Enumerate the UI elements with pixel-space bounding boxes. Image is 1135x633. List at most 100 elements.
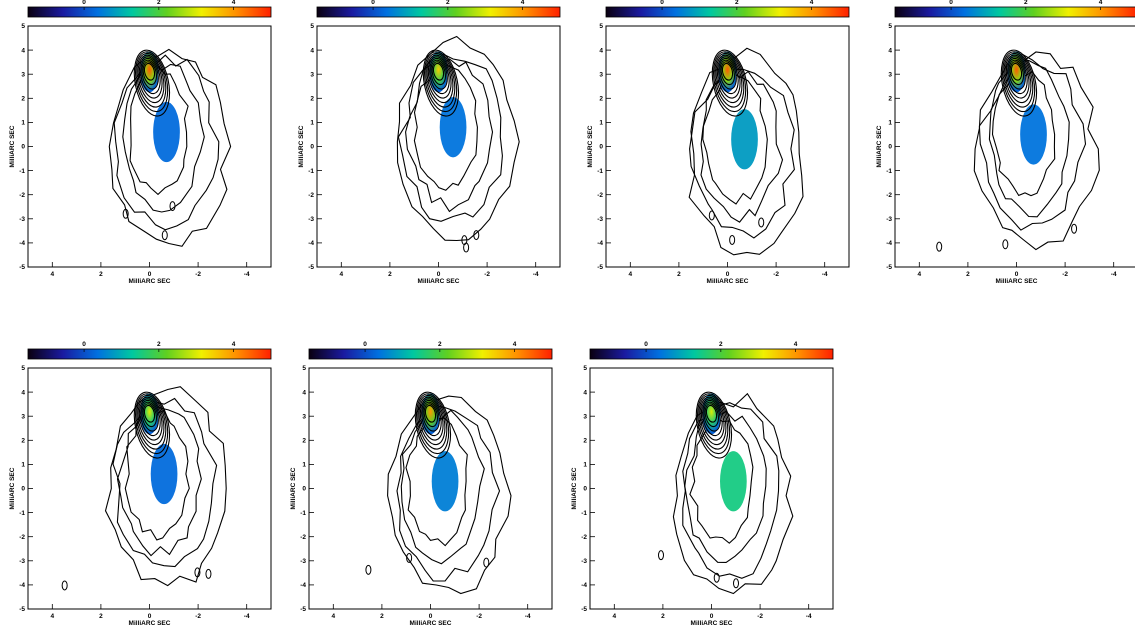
x-tick-label: -2 [773, 271, 779, 278]
core-contour [143, 62, 156, 81]
colorbar-tick-label: 2 [157, 341, 161, 348]
y-tick-label: 0 [583, 486, 587, 493]
y-tick-label: -3 [886, 216, 892, 223]
core-contour [138, 56, 163, 99]
jet-blob [150, 443, 178, 505]
x-tick-label: 2 [388, 271, 392, 278]
y-tick-label: 5 [583, 365, 587, 372]
y-tick-label: 2 [888, 96, 892, 103]
core-contour [142, 403, 157, 428]
x-tick-label: 4 [628, 271, 632, 278]
x-tick-label: -2 [476, 613, 482, 620]
jet-contour [682, 402, 780, 579]
core-contour [716, 56, 741, 99]
core-contour [138, 398, 163, 441]
noise-contour [365, 564, 372, 575]
core-contour [416, 393, 450, 455]
core-contour [133, 49, 171, 117]
core-contour [136, 394, 167, 450]
core-contour [422, 49, 460, 117]
colorbar-tick-label: 2 [446, 0, 450, 6]
noise-contour [194, 567, 201, 578]
y-tick-label: 2 [302, 438, 306, 445]
noise-contour [406, 552, 413, 563]
x-tick-label: 2 [966, 271, 970, 278]
core-contour [137, 396, 165, 446]
core-contour [140, 57, 161, 95]
x-axis-label: MilliARC SEC [707, 278, 749, 285]
y-tick-label: 5 [310, 23, 314, 30]
core-contour [426, 54, 454, 104]
y-axis-label: MilliARC SEC [587, 125, 594, 167]
colorbar-tick-label: 2 [438, 341, 442, 348]
y-tick-label: -1 [597, 168, 603, 175]
core-contour [422, 401, 440, 432]
x-axis-label: MilliARC SEC [129, 278, 171, 285]
core-contour [705, 404, 718, 423]
y-tick-label: -5 [886, 264, 892, 271]
y-tick-label: 0 [21, 486, 25, 493]
y-tick-label: -5 [581, 606, 587, 613]
y-tick-label: 2 [21, 438, 25, 445]
colorbar [316, 6, 561, 18]
jet-contour [116, 403, 202, 557]
core-contour [1004, 54, 1032, 104]
core-contour [430, 59, 448, 90]
x-tick-label: 4 [917, 271, 921, 278]
x-tick-label: -2 [195, 271, 201, 278]
noise-contour [161, 230, 168, 241]
jet-contour [112, 397, 218, 568]
colorbar [308, 348, 553, 360]
colorbar [27, 6, 272, 18]
core-contour [431, 61, 446, 86]
core-contour [1008, 59, 1026, 90]
core-contour [136, 52, 167, 108]
x-axis-label: MilliARC SEC [129, 620, 171, 627]
colorbar-tick-label: 0 [82, 341, 86, 348]
y-tick-label: 0 [310, 144, 314, 151]
panel-5: 0 2 4 4 2 0 -2 -4 5 4 3 2 1 0 -1 -2 -3 -4 -5 MilliARC SEC Mi… [9, 341, 272, 627]
jet-contour [702, 74, 768, 205]
core-contour [1009, 61, 1024, 86]
colorbar-tick-label: 2 [719, 341, 723, 348]
x-tick-label: 0 [437, 271, 441, 278]
y-tick-label: -1 [886, 168, 892, 175]
x-tick-label: 4 [612, 613, 616, 620]
y-tick-label: -5 [300, 606, 306, 613]
y-tick-label: 2 [599, 96, 603, 103]
y-tick-label: 1 [583, 462, 587, 469]
core-contour [1000, 49, 1038, 117]
x-axis-label: MilliARC SEC [691, 620, 733, 627]
jet-contour [396, 405, 501, 582]
plot-area [108, 48, 232, 247]
y-tick-label: 2 [310, 96, 314, 103]
x-tick-label: 4 [331, 613, 335, 620]
core-contour [141, 401, 159, 432]
jet-contour [689, 68, 795, 239]
core-contour [699, 396, 727, 446]
y-tick-label: 1 [599, 120, 603, 127]
y-tick-label: 3 [583, 413, 587, 420]
y-tick-label: -2 [19, 192, 25, 199]
jet-contour [689, 416, 754, 544]
panel-4: 0 2 4 4 2 0 -2 -4 5 4 3 2 1 0 -1 -2 -3 -4 -5 MilliARC SEC Mi… [876, 0, 1135, 285]
core-contour [427, 56, 452, 99]
colorbar-tick-label: 0 [644, 341, 648, 348]
x-tick-label: -2 [1062, 271, 1068, 278]
noise-contour [1002, 239, 1009, 250]
y-axis-label: MilliARC SEC [876, 125, 883, 167]
x-tick-label: 2 [380, 613, 384, 620]
core-contour [142, 61, 157, 86]
x-axis-label: MilliARC SEC [410, 620, 452, 627]
y-tick-label: 0 [888, 144, 892, 151]
colorbar-tick-label: 0 [363, 341, 367, 348]
core-contour [141, 59, 159, 90]
noise-contour [729, 234, 736, 245]
y-tick-label: 5 [599, 23, 603, 30]
colorbar-tick-label: 4 [232, 341, 236, 348]
core-contour [719, 59, 737, 90]
core-contour [418, 396, 446, 446]
jet-contour [113, 54, 220, 231]
y-tick-label: 4 [21, 389, 25, 396]
y-tick-label: 4 [583, 389, 587, 396]
